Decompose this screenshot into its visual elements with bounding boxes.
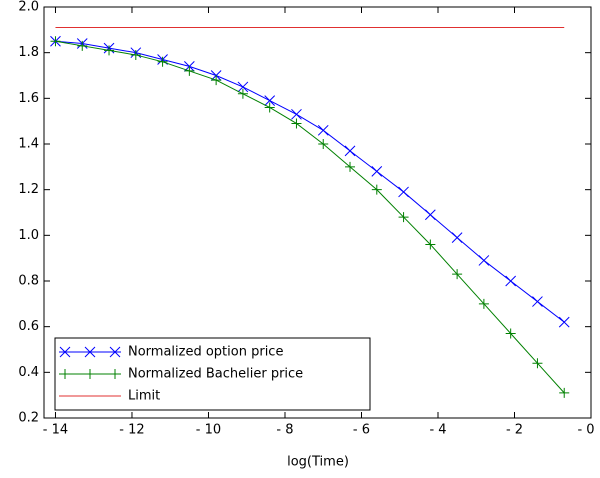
marker	[559, 387, 570, 398]
y-tick-label: 0.2	[18, 411, 39, 426]
marker	[211, 75, 222, 86]
marker	[345, 161, 356, 172]
legend-label: Limit	[128, 389, 160, 404]
legend-label: Normalized option price	[128, 345, 283, 360]
y-tick-label: 1.8	[18, 45, 39, 60]
y-tick-label: 0.4	[18, 365, 39, 380]
marker	[237, 88, 248, 99]
marker	[478, 298, 489, 309]
x-tick-label: - 6	[353, 423, 370, 438]
x-tick-label: - 10	[196, 423, 221, 438]
marker	[291, 118, 302, 129]
x-axis-label: log(Time)	[287, 455, 349, 470]
series-line	[55, 40, 565, 323]
marker	[184, 65, 195, 76]
marker	[532, 358, 543, 369]
marker	[344, 145, 356, 157]
marker	[77, 40, 88, 51]
y-tick-label: 2.0	[18, 0, 39, 15]
x-tick-label: - 8	[276, 423, 293, 438]
plot-frame	[43, 6, 592, 419]
marker	[157, 56, 168, 67]
marker	[371, 166, 383, 177]
marker	[318, 139, 329, 149]
marker	[264, 102, 275, 113]
y-tick-label: 1.0	[18, 228, 39, 243]
marker	[505, 328, 516, 339]
marker	[451, 232, 463, 243]
marker	[130, 49, 141, 60]
x-tick-label: - 2	[506, 423, 523, 438]
x-tick-label: - 12	[119, 423, 144, 438]
marker	[291, 108, 302, 120]
y-tick-label: 1.2	[18, 182, 39, 197]
marker	[425, 239, 436, 250]
marker	[84, 346, 96, 358]
marker	[371, 184, 382, 195]
y-tick-label: 1.4	[18, 137, 39, 152]
marker	[59, 346, 71, 358]
marker	[237, 81, 249, 93]
marker	[398, 212, 409, 223]
marker	[398, 186, 409, 198]
marker	[110, 369, 120, 379]
marker	[104, 45, 115, 56]
y-tick-label: 1.6	[18, 91, 39, 106]
marker	[264, 95, 276, 106]
marker	[478, 255, 490, 266]
x-tick-label: - 14	[43, 423, 68, 438]
marker	[109, 346, 121, 358]
x-tick-label: - 4	[429, 423, 446, 438]
legend-label: Normalized Bachelier price	[128, 367, 303, 382]
marker	[532, 296, 543, 307]
marker	[50, 36, 61, 47]
series-line	[55, 40, 565, 394]
x-tick-label: - 0	[577, 423, 594, 438]
y-tick-label: 0.8	[18, 274, 39, 289]
marker	[60, 369, 70, 379]
marker	[85, 369, 95, 379]
y-tick-label: 0.6	[18, 319, 39, 334]
marker	[505, 275, 517, 287]
marker	[317, 124, 329, 136]
marker	[452, 269, 463, 280]
marker	[424, 209, 436, 221]
marker	[558, 316, 570, 328]
